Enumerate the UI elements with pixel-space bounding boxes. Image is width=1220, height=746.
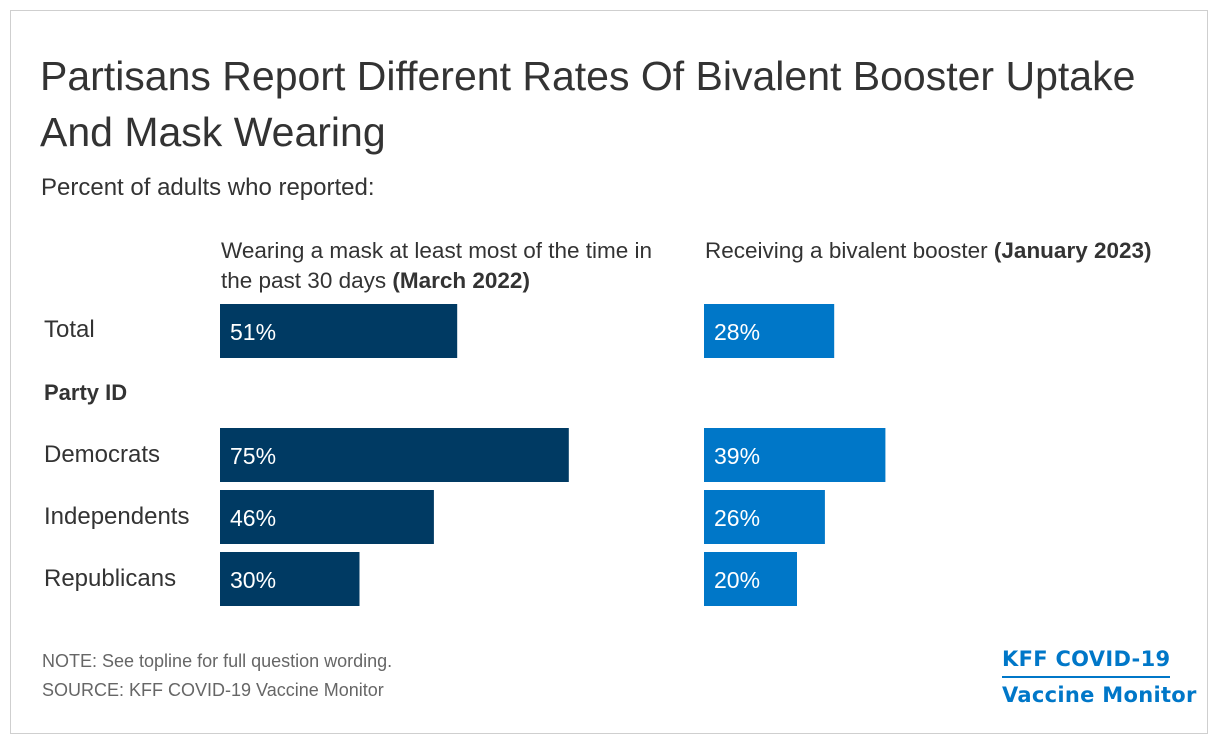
column-header-booster-date: (January 2023) bbox=[993, 238, 1152, 263]
column-header-mask-text: Wearing a mask at least most of the time… bbox=[221, 238, 653, 293]
bar-label-mask-republicans: 30% bbox=[230, 567, 276, 593]
column-header-booster-text: Receiving a bivalent booster bbox=[705, 238, 994, 263]
row-label-independents: Independents bbox=[44, 503, 190, 530]
bar-mask-independents bbox=[220, 490, 434, 544]
bar-label-booster-republicans: 20% bbox=[714, 567, 760, 593]
bar-booster-independents bbox=[704, 490, 825, 544]
bar-label-mask-independents: 46% bbox=[230, 505, 276, 531]
bar-group-booster-democrats: 39% bbox=[704, 428, 886, 482]
bar-group-booster-independents: 26% bbox=[704, 490, 825, 544]
column-header-mask: Wearing a mask at least most of the time… bbox=[221, 236, 681, 296]
bar-label-mask-total: 51% bbox=[230, 319, 276, 345]
bar-mask-democrats bbox=[220, 428, 569, 482]
source-text: SOURCE: KFF COVID-19 Vaccine Monitor bbox=[42, 680, 384, 700]
row-label-republicans: Republicans bbox=[44, 565, 177, 592]
logo-line-1: KFF COVID-19 bbox=[1002, 644, 1171, 678]
bar-group-mask-independents: 46% bbox=[220, 490, 434, 544]
bar-mask-republicans bbox=[220, 552, 360, 606]
bar-label-booster-democrats: 39% bbox=[714, 443, 760, 469]
note-text: NOTE: See topline for full question word… bbox=[42, 651, 393, 671]
bar-booster-republicans bbox=[704, 552, 797, 606]
chart-subtitle: Percent of adults who reported: bbox=[41, 174, 375, 201]
row-label-total: Total bbox=[44, 316, 95, 343]
bar-booster-total bbox=[704, 304, 835, 358]
column-header-booster: Receiving a bivalent booster (January 20… bbox=[705, 236, 1175, 266]
bar-group-mask-total: 51% bbox=[220, 304, 458, 358]
logo-line-2: Vaccine Monitor bbox=[1002, 683, 1197, 707]
bar-booster-democrats bbox=[704, 428, 886, 482]
bar-group-mask-democrats: 75% bbox=[220, 428, 569, 482]
bar-label-mask-democrats: 75% bbox=[230, 443, 276, 469]
bar-label-booster-total: 28% bbox=[714, 319, 760, 345]
chart-frame bbox=[10, 10, 1208, 734]
column-header-mask-date: (March 2022) bbox=[392, 268, 530, 293]
bar-mask-total bbox=[220, 304, 458, 358]
bar-group-booster-republicans: 20% bbox=[704, 552, 797, 606]
bar-group-mask-republicans: 30% bbox=[220, 552, 360, 606]
row-label-democrats: Democrats bbox=[44, 441, 161, 468]
bar-group-booster-total: 28% bbox=[704, 304, 835, 358]
kff-logo: KFF COVID-19 Vaccine Monitor bbox=[1002, 644, 1197, 710]
group-label-party-id: Party ID bbox=[44, 380, 128, 405]
chart-title: Partisans Report Different Rates Of Biva… bbox=[40, 53, 1136, 155]
bar-label-booster-independents: 26% bbox=[714, 505, 760, 531]
